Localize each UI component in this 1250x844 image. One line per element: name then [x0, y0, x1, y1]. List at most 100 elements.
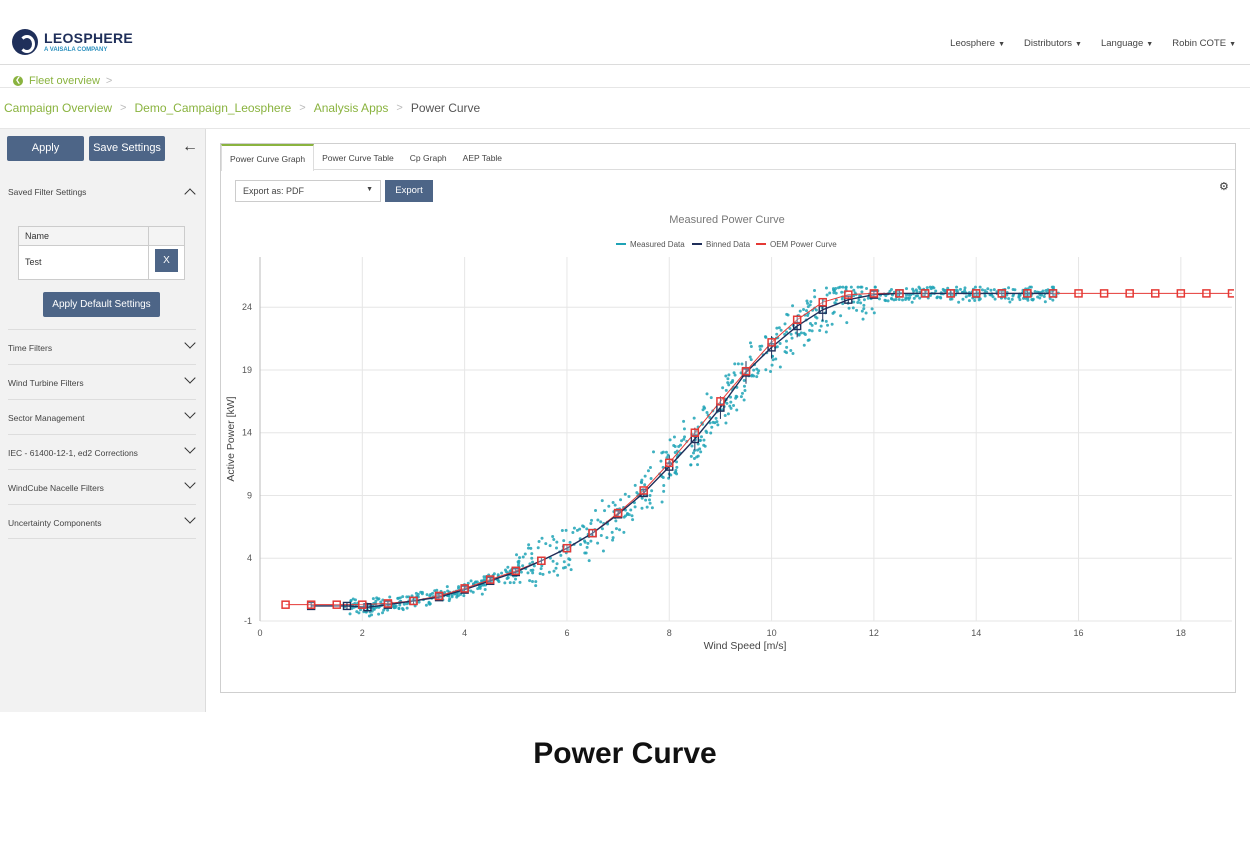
x-axis-label: Wind Speed [m/s] — [704, 640, 787, 652]
measured-point — [888, 289, 892, 293]
measured-point — [519, 570, 523, 574]
measured-point — [749, 344, 753, 348]
measured-point — [518, 580, 522, 584]
measured-point — [692, 456, 696, 460]
measured-point — [548, 544, 552, 548]
measured-point — [989, 288, 993, 292]
measured-point — [724, 421, 728, 425]
gear-icon[interactable]: ⚙ — [1219, 181, 1229, 193]
measured-point — [993, 297, 997, 301]
section-iec-corrections[interactable]: IEC - 61400-12-1, ed2 Corrections — [8, 434, 196, 469]
measured-point — [740, 391, 744, 395]
measured-point — [619, 498, 623, 502]
measured-point — [544, 542, 548, 546]
oem-point — [1099, 289, 1109, 298]
measured-point — [819, 324, 823, 328]
menu-language[interactable]: Language ▼ — [1100, 38, 1154, 49]
measured-point — [734, 394, 738, 398]
measured-point — [630, 514, 634, 518]
section-uncertainty-components[interactable]: Uncertainty Components — [8, 504, 196, 539]
measured-point — [594, 508, 598, 512]
measured-point — [607, 504, 611, 508]
measured-point — [830, 322, 834, 326]
measured-point — [785, 330, 789, 334]
measured-point — [834, 291, 838, 295]
apply-default-settings-button[interactable]: Apply Default Settings — [43, 292, 160, 317]
measured-point — [729, 400, 733, 404]
measured-point — [471, 590, 475, 594]
measured-point — [417, 600, 421, 604]
section-windcube-nacelle-filters[interactable]: WindCube Nacelle Filters — [8, 469, 196, 504]
fleet-overview-link[interactable]: ❮ Fleet overview > — [13, 75, 112, 87]
measured-point — [802, 307, 806, 311]
measured-point — [961, 297, 965, 301]
measured-point — [506, 576, 510, 580]
measured-point — [1029, 285, 1033, 289]
measured-point — [377, 612, 381, 616]
oem-point — [869, 289, 879, 298]
menu-distributors[interactable]: Distributors ▼ — [1024, 38, 1082, 49]
measured-point — [699, 435, 703, 439]
measured-point — [886, 299, 890, 303]
tab-power-curve-table[interactable]: Power Curve Table — [322, 153, 394, 163]
measured-point — [756, 371, 760, 375]
table-row[interactable]: Test — [19, 246, 184, 279]
measured-point — [1026, 298, 1030, 302]
measured-point — [589, 539, 593, 543]
measured-point — [915, 290, 919, 294]
measured-point — [939, 296, 943, 300]
section-time-filters[interactable]: Time Filters — [8, 329, 196, 364]
measured-point — [696, 448, 700, 452]
oem-point — [1023, 289, 1032, 298]
section-sector-management[interactable]: Sector Management — [8, 399, 196, 434]
oem-point — [716, 397, 725, 406]
measured-point — [726, 381, 730, 385]
save-settings-button[interactable]: Save Settings — [89, 136, 165, 161]
collapse-arrow-icon[interactable]: ← — [182, 138, 198, 155]
measured-point — [531, 560, 535, 564]
export-button[interactable]: Export — [385, 180, 433, 202]
breadcrumb-campaign[interactable]: Demo_Campaign_Leosphere — [134, 101, 292, 115]
breadcrumb-campaign-overview[interactable]: Campaign Overview — [4, 101, 113, 115]
measured-point — [600, 527, 604, 531]
measured-point — [735, 408, 739, 412]
oem-point — [767, 338, 776, 347]
measured-point — [877, 297, 881, 301]
measured-point — [834, 286, 838, 290]
tab-power-curve-graph[interactable]: Power Curve Graph — [221, 144, 315, 171]
breadcrumb-analysis-apps[interactable]: Analysis Apps — [313, 101, 389, 115]
export-format-select[interactable]: Export as: PDF ▼ — [235, 180, 381, 202]
measured-point — [640, 478, 644, 482]
measured-point — [645, 505, 649, 509]
measured-point — [523, 552, 527, 556]
oem-point — [1048, 289, 1058, 298]
chevron-right-icon: > — [299, 102, 306, 114]
section-wind-turbine-filters[interactable]: Wind Turbine Filters — [8, 364, 196, 399]
measured-point — [755, 367, 759, 371]
measured-point — [682, 427, 686, 431]
menu-user[interactable]: Robin COTE ▼ — [1172, 38, 1236, 49]
menu-leosphere[interactable]: Leosphere ▼ — [950, 38, 1005, 49]
delete-filter-button[interactable]: X — [155, 249, 178, 272]
measured-point — [469, 579, 473, 583]
tab-cp-graph[interactable]: Cp Graph — [409, 153, 447, 163]
oem-point — [639, 486, 648, 495]
apply-button[interactable]: Apply — [7, 136, 84, 161]
oem-point — [997, 289, 1007, 298]
measured-point — [554, 566, 558, 570]
measured-point — [627, 494, 631, 498]
measured-point — [856, 301, 860, 305]
measured-point — [824, 330, 828, 334]
tab-aep-table[interactable]: AEP Table — [462, 153, 503, 163]
measured-point — [808, 321, 812, 325]
measured-point — [699, 450, 703, 454]
oem-point — [1202, 289, 1211, 298]
x-tick-label: 2 — [360, 628, 365, 638]
brand-logo[interactable]: LEOSPHERE A VAISALA COMPANY — [12, 29, 133, 55]
measured-point — [503, 568, 507, 572]
measured-point — [605, 536, 609, 540]
measured-point — [742, 398, 746, 402]
measured-point — [839, 314, 843, 318]
saved-filter-settings-section[interactable]: Saved Filter Settings — [8, 176, 196, 210]
caret-down-icon: ▼ — [1075, 41, 1082, 48]
